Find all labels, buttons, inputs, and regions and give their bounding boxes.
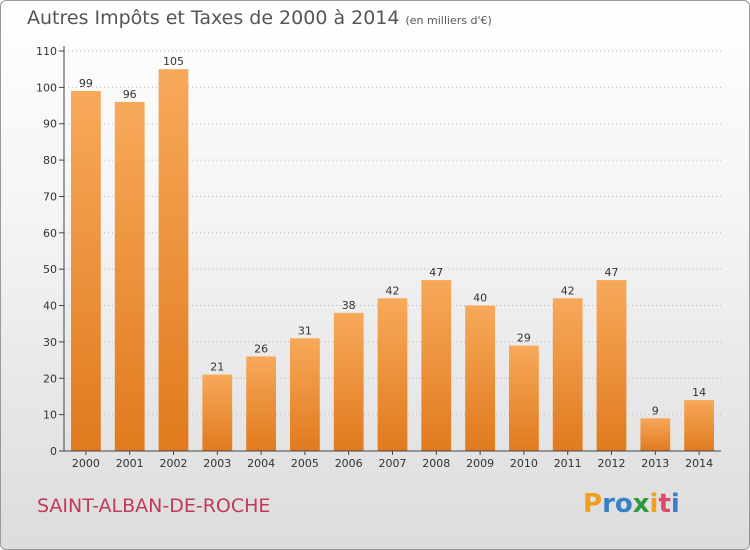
logo-letter: t [658,489,671,519]
x-tick-label: 2014 [685,457,713,470]
x-tick-label: 2000 [72,457,100,470]
bar [290,338,320,451]
bar-value-label: 40 [473,292,487,305]
bar [684,400,714,451]
y-tick-label: 0 [50,445,57,458]
y-tick-label: 10 [43,409,57,422]
bar [640,418,671,451]
bar-value-label: 21 [210,361,224,374]
y-tick-label: 50 [43,263,57,276]
x-tick-label: 2009 [466,457,494,470]
bar [421,280,452,451]
bar [333,312,364,451]
x-tick-label: 2002 [160,457,188,470]
y-tick-label: 110 [36,45,57,58]
bar [202,374,233,451]
bar-value-label: 42 [386,284,400,297]
x-tick-label: 2007 [379,457,407,470]
x-tick-label: 2011 [554,457,582,470]
bar-value-label: 42 [561,284,575,297]
bar [377,298,408,451]
y-tick-label: 80 [43,154,57,167]
bar [509,345,539,451]
logo-letter: o [614,489,633,519]
x-tick-label: 2012 [598,457,626,470]
bar-value-label: 26 [254,342,268,355]
bars: 99 96 105 21 26 31 38 42 47 40 29 42 47 9 14 [71,55,714,451]
bar-value-label: 47 [429,266,443,279]
bar-value-label: 9 [652,404,659,417]
y-tick-label: 90 [43,118,57,131]
bar-value-label: 14 [692,386,706,399]
x-tick-label: 2006 [335,457,363,470]
unit-note: (en milliers d'€) [405,14,492,27]
bar-value-label: 99 [79,77,93,90]
title-text: Autres Impôts et Taxes de 2000 à 2014 [27,7,400,29]
y-tick-label: 30 [43,336,57,349]
logo-letter: i [649,489,659,519]
x-tick-label: 2008 [422,457,450,470]
logo-letter: r [602,489,615,519]
x-tick-label: 2001 [116,457,144,470]
bar [465,305,495,451]
y-tick-label: 100 [36,81,57,94]
bar [552,298,583,451]
bar-value-label: 38 [342,299,356,312]
axes: 0 10 20 30 40 50 60 70 80 90 100 110 2000 2001 2002 200… [36,45,721,470]
y-tick-label: 20 [43,372,57,385]
logo-letter: x [632,489,650,519]
chart-title: Autres Impôts et Taxes de 2000 à 2014 (en… [27,7,492,29]
bar-value-label: 96 [123,88,137,101]
bar [246,356,276,451]
bar-value-label: 29 [517,332,531,345]
x-tick-label: 2005 [291,457,319,470]
y-tick-label: 40 [43,300,57,313]
logo-letter: i [670,489,680,519]
bar [596,280,627,451]
commune-name: SAINT-ALBAN-DE-ROCHE [37,495,271,517]
bar [114,101,145,451]
logo-letter: P [583,489,603,519]
bar-value-label: 31 [298,324,312,337]
x-tick-label: 2010 [510,457,538,470]
bar [71,91,101,451]
y-tick-label: 70 [43,190,57,203]
x-tick-label: 2013 [641,457,669,470]
bar-value-label: 47 [605,266,619,279]
proxiti-logo: Proxiti [583,489,680,519]
x-tick-label: 2003 [203,457,231,470]
bar-value-label: 105 [163,55,184,68]
y-tick-label: 60 [43,227,57,240]
x-tick-label: 2004 [247,457,275,470]
bar [158,69,189,451]
